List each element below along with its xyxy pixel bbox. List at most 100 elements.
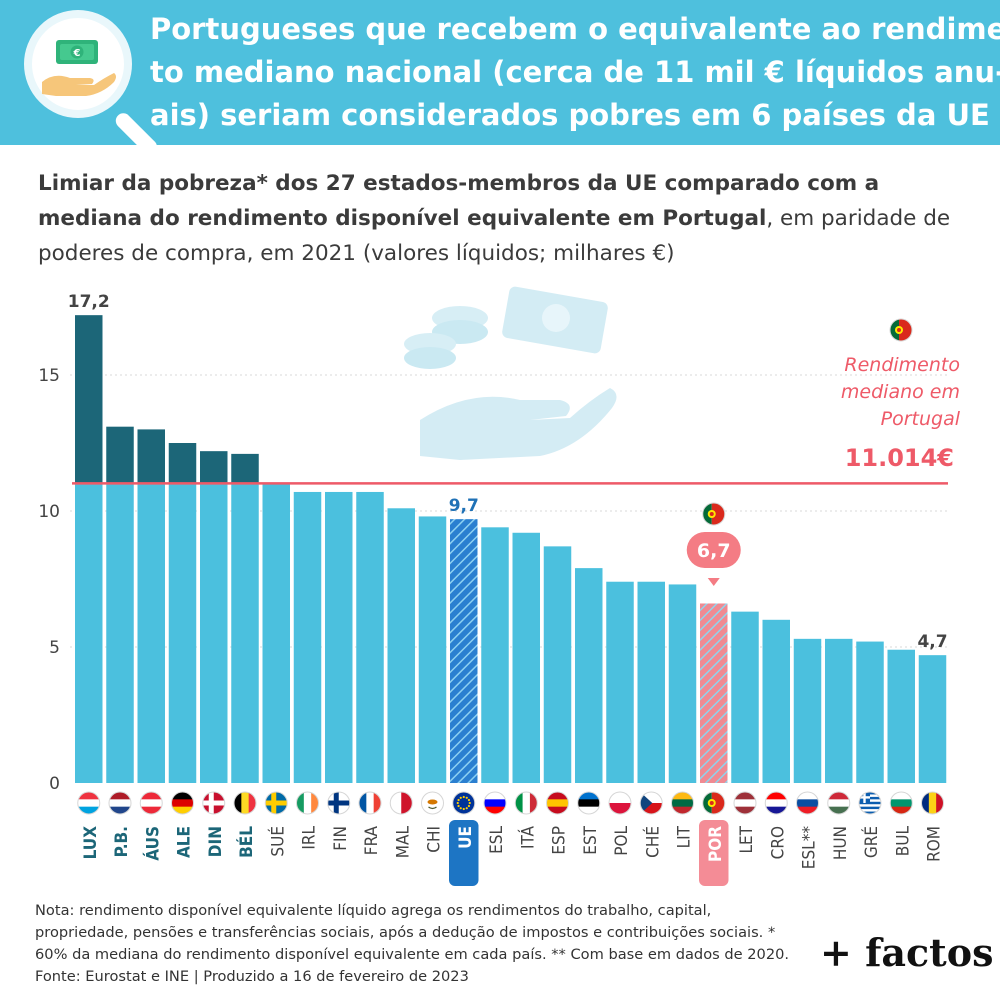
por-pointer	[707, 578, 720, 586]
flag-stripe	[140, 792, 163, 800]
flag-icon	[889, 318, 913, 342]
flag-stripe	[546, 806, 569, 814]
flag-stripe	[77, 799, 100, 808]
flag-stripe	[765, 799, 788, 808]
flag-stripe	[303, 792, 312, 814]
flag-border	[608, 791, 632, 815]
category-fin: FIN	[331, 826, 351, 851]
ue-badge	[449, 820, 479, 886]
flag-icon	[764, 791, 788, 815]
bar-bél-below-line	[231, 483, 259, 783]
value-label-ue: 9,7	[449, 496, 479, 516]
category-label: MAL	[393, 826, 413, 859]
flag-border	[264, 791, 288, 815]
flag-icon	[327, 791, 351, 815]
flag-icon	[77, 791, 101, 815]
category-label: ROM	[925, 826, 945, 862]
money-hand-magnifier-icon: €	[24, 10, 132, 118]
flag-icon	[358, 791, 382, 815]
category-label: IRL	[300, 826, 320, 850]
flag-stripe	[140, 806, 163, 814]
category-label: LET	[737, 825, 757, 853]
flag-stripe	[890, 319, 899, 341]
bar-ché	[637, 581, 665, 783]
flag-border	[546, 791, 569, 815]
flag-stripe	[241, 792, 250, 814]
category-esl: ESL**	[800, 826, 820, 870]
bar-ale-above-line	[168, 443, 197, 484]
bar-ue	[450, 519, 478, 783]
flag-stripe	[484, 792, 506, 800]
flag-cross	[208, 792, 214, 814]
flag-stripe	[890, 799, 913, 808]
headline: Portugueses que recebem o equivalente ao…	[150, 8, 1000, 137]
category-label: ITÁ	[516, 825, 538, 849]
flag-stripe	[522, 792, 531, 814]
flag-border	[858, 791, 882, 815]
flag-stripe	[859, 809, 881, 812]
flag-border	[233, 791, 257, 815]
flag-border	[358, 791, 382, 815]
category-label: ÁUS	[141, 826, 163, 861]
flag-icon	[639, 791, 663, 815]
flag-stripe	[577, 792, 600, 800]
bar-p.b.-below-line	[106, 483, 134, 783]
flag-stripe	[928, 792, 937, 814]
headline-line: Portugueses que recebem o equivalente ao…	[150, 12, 1000, 46]
flag-border	[108, 791, 132, 815]
flag-stripe	[484, 806, 506, 814]
reference-value-label: 11.014€	[845, 444, 954, 472]
header-banner: € Portugueses que recebem o equivalente …	[0, 0, 1000, 158]
flag-star	[468, 801, 471, 805]
bar-hun	[825, 638, 853, 783]
flag-icon	[264, 791, 288, 815]
y-tick-label: 0	[49, 774, 60, 794]
bar-ale-below-line	[168, 483, 197, 783]
bar-pol	[606, 581, 634, 783]
flag-border	[702, 791, 726, 815]
flag-stripe	[827, 792, 850, 800]
bar-esl	[481, 527, 509, 783]
flag-cross	[333, 792, 339, 814]
bar-lux-above-line	[75, 315, 103, 484]
flag-star	[459, 796, 462, 799]
category-hun: HUN	[831, 826, 851, 860]
bar-áus-below-line	[137, 483, 165, 783]
bar-gré	[856, 641, 884, 783]
flag-island	[427, 799, 438, 805]
flag-border	[139, 791, 163, 815]
bar-sué	[262, 483, 290, 783]
category-est: EST	[581, 825, 601, 854]
flag-stripe	[711, 503, 725, 525]
flag-border	[764, 791, 788, 815]
category-din: DIN	[206, 826, 226, 857]
flag-stripe	[171, 792, 194, 800]
category-esl: ESL	[487, 826, 507, 854]
bar-chart: 0 5 10 15 Rendimento mediano em Portugal 11.01…	[38, 286, 961, 886]
category-label: BÉL	[235, 826, 257, 858]
flag-icon	[577, 791, 601, 815]
svg-text:€: €	[73, 48, 81, 59]
category-gré: GRÉ	[860, 826, 882, 858]
bar-esl	[793, 638, 822, 783]
flag-stripe	[640, 792, 663, 803]
category-ale: ALE	[175, 826, 195, 858]
y-tick-label: 5	[49, 638, 60, 658]
flag-border	[452, 791, 476, 815]
flag-stripe	[734, 806, 756, 814]
flag-icon	[921, 791, 944, 815]
flag-star	[465, 796, 468, 799]
value-label-por: 6,7	[697, 540, 731, 562]
flag-stripe	[359, 792, 367, 814]
flag-icon	[296, 791, 319, 815]
bar-est	[575, 568, 603, 783]
flag-icon	[671, 791, 694, 815]
flag-icon	[702, 502, 726, 526]
flag-star	[467, 804, 471, 808]
por-value-bubble	[686, 532, 741, 568]
flag-star	[457, 804, 460, 808]
category-bul: BUL	[893, 826, 913, 857]
flag-border	[671, 791, 694, 815]
y-tick-label: 15	[38, 366, 60, 386]
flag-stripe	[609, 803, 631, 814]
